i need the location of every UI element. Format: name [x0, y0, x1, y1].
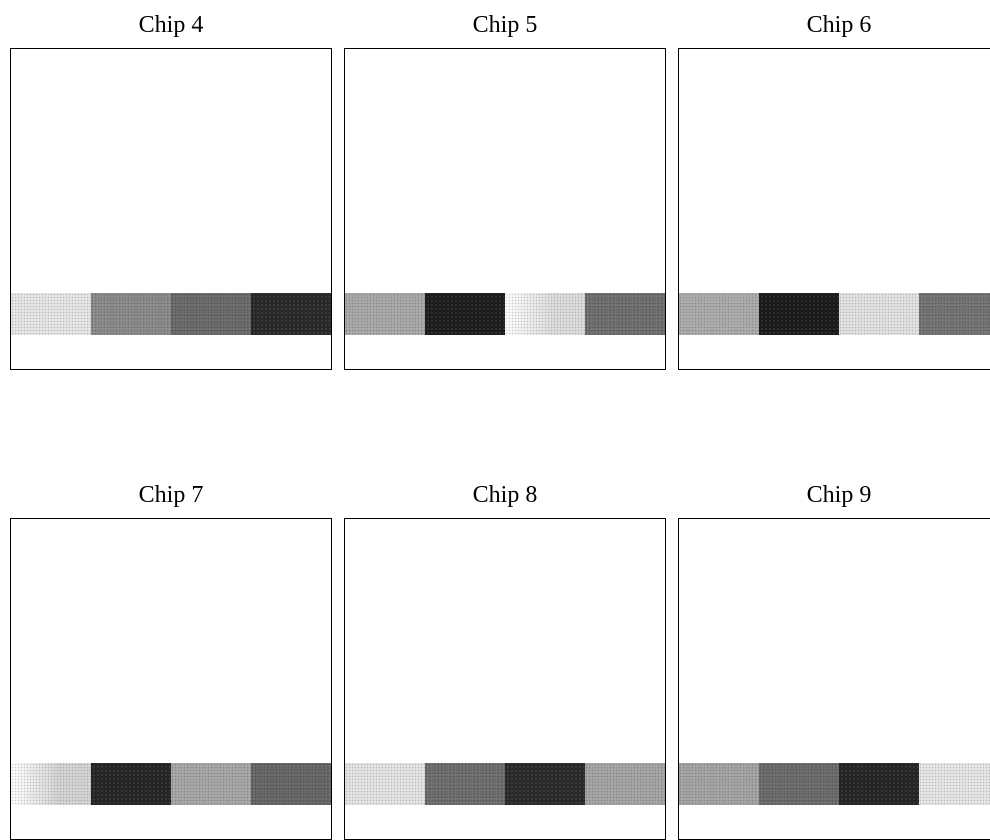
color-swatch	[759, 293, 839, 335]
swatch-strip	[11, 293, 331, 335]
swatch-strip	[345, 763, 665, 805]
color-swatch	[585, 293, 665, 335]
color-swatch	[11, 763, 91, 805]
chip-image	[10, 48, 332, 370]
color-swatch	[251, 293, 331, 335]
chip-image	[10, 518, 332, 840]
color-swatch	[91, 763, 171, 805]
color-swatch	[679, 293, 759, 335]
color-swatch	[91, 293, 171, 335]
color-swatch	[345, 763, 425, 805]
panel-title: Chip 6	[806, 12, 872, 38]
color-swatch	[171, 763, 251, 805]
color-swatch	[679, 763, 759, 805]
color-swatch	[345, 293, 425, 335]
color-swatch	[839, 763, 919, 805]
color-swatch	[251, 763, 331, 805]
chip-image	[678, 48, 990, 370]
panel-title: Chip 8	[472, 482, 538, 508]
color-swatch	[759, 763, 839, 805]
panel-title: Chip 5	[472, 12, 538, 38]
color-swatch	[425, 763, 505, 805]
color-swatch	[919, 763, 990, 805]
color-swatch	[505, 763, 585, 805]
swatch-strip	[345, 293, 665, 335]
color-swatch	[839, 293, 919, 335]
color-swatch	[11, 293, 91, 335]
color-swatch	[919, 293, 990, 335]
panel-title: Chip 7	[138, 482, 204, 508]
panel-title: Chip 4	[138, 12, 204, 38]
swatch-strip	[679, 763, 990, 805]
color-swatch	[171, 293, 251, 335]
chip-image	[678, 518, 990, 840]
color-swatch	[425, 293, 505, 335]
swatch-strip	[679, 293, 990, 335]
chip-image	[344, 48, 666, 370]
swatch-strip	[11, 763, 331, 805]
color-swatch	[505, 293, 585, 335]
chip-image	[344, 518, 666, 840]
panel-title: Chip 9	[806, 482, 872, 508]
color-swatch	[585, 763, 665, 805]
